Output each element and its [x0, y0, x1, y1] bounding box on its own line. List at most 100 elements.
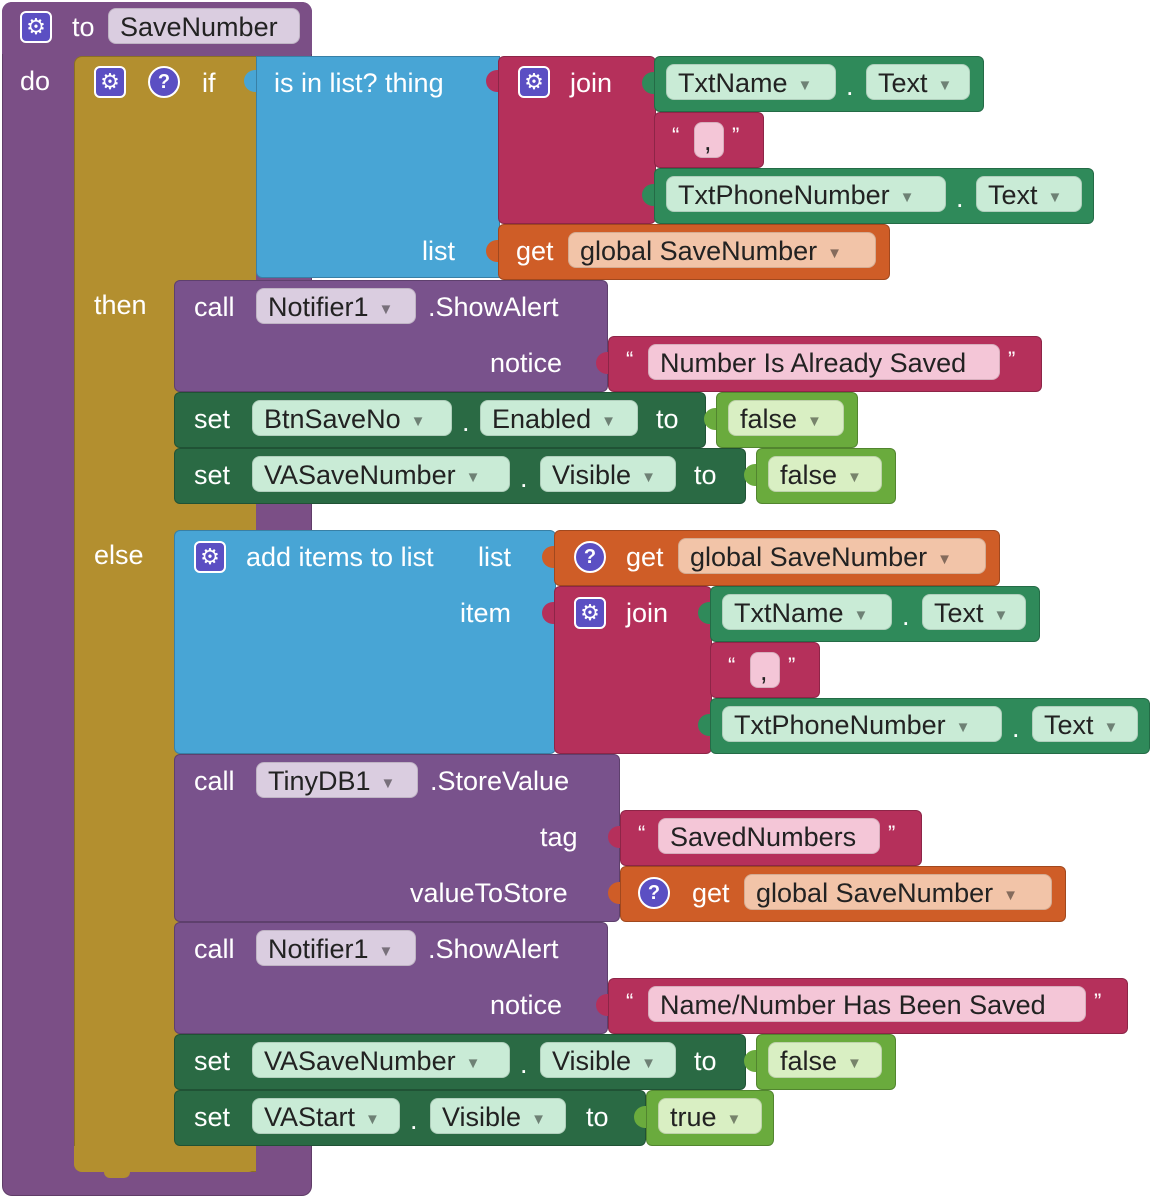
chevron-down-icon: ▼: [378, 943, 394, 960]
then-set2-property-value: Visible: [552, 460, 632, 490]
txtphone-dropdown[interactable]: TxtPhoneNumber ▼: [666, 176, 946, 212]
then-notice-quote-close: ”: [1008, 347, 1016, 372]
then-set2-label: set: [194, 460, 231, 490]
if-help-icon[interactable]: ?: [148, 66, 180, 98]
is-in-list-block[interactable]: [256, 56, 500, 278]
then-set2-component-dropdown[interactable]: VASaveNumber ▼: [252, 456, 510, 492]
then-set1-property-dropdown[interactable]: Enabled ▼: [480, 400, 638, 436]
if-block-bottom-bar: [74, 1146, 256, 1172]
then-set2-component-value: VASaveNumber: [264, 460, 456, 490]
else-notifier-dropdown[interactable]: Notifier1 ▼: [256, 930, 416, 966]
global-var-dropdown[interactable]: global SaveNumber ▼: [568, 232, 876, 268]
else-notice-quote-close: ”: [1094, 989, 1102, 1014]
join-plug: [486, 70, 498, 92]
else-set1-component-dropdown[interactable]: VASaveNumber ▼: [252, 1042, 510, 1078]
else-txtphone-prop-value: Text: [1044, 710, 1094, 740]
then-notifier-dropdown[interactable]: Notifier1 ▼: [256, 288, 416, 324]
separator-field[interactable]: ,: [694, 122, 724, 158]
else-set2-label: set: [194, 1102, 231, 1132]
join-gear-icon[interactable]: ⚙: [518, 66, 550, 98]
txtphone-plug: [642, 184, 654, 206]
txtname-dropdown[interactable]: TxtName ▼: [666, 64, 836, 100]
if-gear-icon[interactable]: ⚙: [94, 66, 126, 98]
else-txtname-dropdown[interactable]: TxtName ▼: [722, 594, 892, 630]
is-in-list-label: is in list? thing: [274, 68, 444, 98]
else-global-var-dropdown[interactable]: global SaveNumber ▼: [678, 538, 986, 574]
store-tag-field[interactable]: SavedNumbers: [658, 818, 880, 854]
else-set2-component-dropdown[interactable]: VAStart ▼: [252, 1098, 400, 1134]
chevron-down-icon: ▼: [847, 1055, 862, 1072]
else-global-var-value: global SaveNumber: [690, 542, 928, 572]
procedure-gear-icon[interactable]: ⚙: [20, 11, 52, 43]
else-txtphone-prop-dropdown[interactable]: Text ▼: [1032, 706, 1138, 742]
else-txtname-plug: [698, 602, 710, 624]
store-get-help-icon[interactable]: ?: [638, 877, 670, 909]
add-items-gear-icon[interactable]: ⚙: [194, 541, 226, 573]
else-set2-property-dropdown[interactable]: Visible ▼: [430, 1098, 566, 1134]
else-alert-method-label: .ShowAlert: [428, 934, 559, 964]
txtphone-prop-dropdown[interactable]: Text ▼: [976, 176, 1082, 212]
chevron-down-icon: ▼: [955, 719, 971, 736]
else-txtphone-dropdown[interactable]: TxtPhoneNumber ▼: [722, 706, 1002, 742]
chevron-down-icon: ▼: [365, 1111, 380, 1128]
else-set2-true-plug: [634, 1106, 646, 1128]
else-set1-property-dropdown[interactable]: Visible ▼: [540, 1042, 676, 1078]
else-set2-component-value: VAStart: [264, 1102, 356, 1132]
then-set1-false-plug: [704, 408, 716, 430]
else-notice-quote-open: “: [626, 989, 634, 1014]
else-join-gear-icon[interactable]: ⚙: [574, 597, 606, 629]
else-separator-field[interactable]: ,: [750, 652, 780, 688]
tinydb-dropdown[interactable]: TinyDB1 ▼: [256, 762, 418, 798]
else-separator-quote-close: ”: [788, 653, 796, 678]
else-notice-plug: [596, 994, 608, 1016]
then-call-label: call: [194, 292, 235, 322]
add-items-item-label: item: [460, 598, 512, 628]
else-txtphone-plug: [698, 714, 710, 736]
then-set2-dot: .: [520, 463, 528, 493]
then-notice-quote-open: “: [626, 347, 634, 372]
else-set2-value: true: [670, 1102, 717, 1132]
else-set1-value-dropdown[interactable]: false ▼: [768, 1042, 882, 1078]
chevron-down-icon: ▼: [726, 1111, 742, 1128]
else-txtname-value: TxtName: [734, 598, 844, 628]
then-set1-component-dropdown[interactable]: BtnSaveNo ▼: [252, 400, 452, 436]
chevron-down-icon: ▼: [827, 245, 842, 262]
then-set1-value-dropdown[interactable]: false ▼: [728, 400, 844, 436]
then-notice-label: notice: [490, 348, 563, 378]
then-label: then: [94, 290, 147, 320]
then-notice-text-field[interactable]: Number Is Already Saved: [648, 344, 1000, 380]
add-items-to-list-block[interactable]: [174, 530, 556, 754]
then-set1-property-value: Enabled: [492, 404, 592, 434]
else-notice-text-field[interactable]: Name/Number Has Been Saved: [648, 986, 1086, 1022]
else-set2-to-label: to: [586, 1102, 609, 1132]
txtname-dot: .: [846, 71, 854, 101]
txtname-prop-dropdown[interactable]: Text ▼: [866, 64, 970, 100]
else-alert-call-label: call: [194, 934, 235, 964]
else-set1-to-label: to: [694, 1046, 717, 1076]
store-get-label: get: [692, 878, 730, 908]
chevron-down-icon: ▼: [378, 301, 394, 318]
chevron-down-icon: ▼: [1103, 719, 1119, 736]
else-txtname-prop-dropdown[interactable]: Text ▼: [922, 594, 1026, 630]
store-global-var-dropdown[interactable]: global SaveNumber ▼: [744, 874, 1052, 910]
else-set1-value: false: [780, 1046, 838, 1076]
if-label: if: [202, 68, 216, 98]
then-set2-property-dropdown[interactable]: Visible ▼: [540, 456, 676, 492]
procedure-name-field[interactable]: SaveNumber: [108, 8, 300, 44]
txtphone-prop-value: Text: [988, 180, 1038, 210]
else-join-plug: [542, 602, 554, 624]
chevron-down-icon: ▼: [1003, 887, 1018, 904]
else-set1-property-value: Visible: [552, 1046, 632, 1076]
separator-plug: [642, 128, 654, 150]
txtphone-value: TxtPhoneNumber: [678, 180, 890, 210]
then-notice-plug: [596, 352, 608, 374]
else-separator-quote-open: “: [728, 653, 736, 678]
then-set2-value-dropdown[interactable]: false ▼: [768, 456, 882, 492]
else-get-help-icon[interactable]: ?: [574, 541, 606, 573]
else-set2-dot: .: [410, 1105, 418, 1135]
else-notice-label: notice: [490, 990, 563, 1020]
chevron-down-icon: ▼: [410, 413, 426, 430]
else-set2-value-dropdown[interactable]: true ▼: [658, 1098, 762, 1134]
store-get-global-plug: [608, 882, 620, 904]
chevron-down-icon: ▼: [380, 775, 396, 792]
